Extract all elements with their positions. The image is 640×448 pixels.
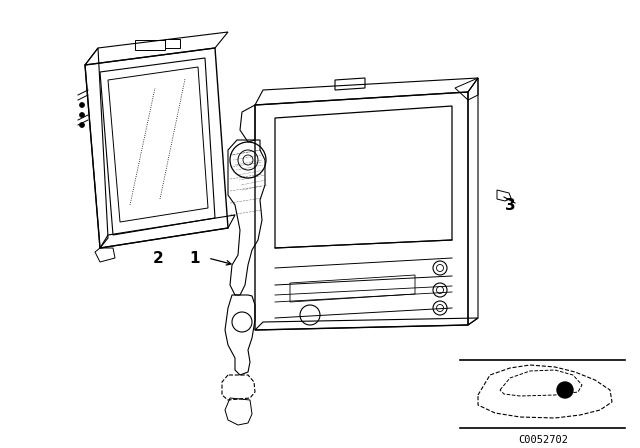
Circle shape [79,112,84,117]
Text: 2: 2 [152,250,163,266]
Text: 1: 1 [189,250,200,266]
Text: C0052702: C0052702 [518,435,568,445]
Text: 3: 3 [505,198,515,212]
Circle shape [79,103,84,108]
Circle shape [557,382,573,398]
Circle shape [79,122,84,128]
